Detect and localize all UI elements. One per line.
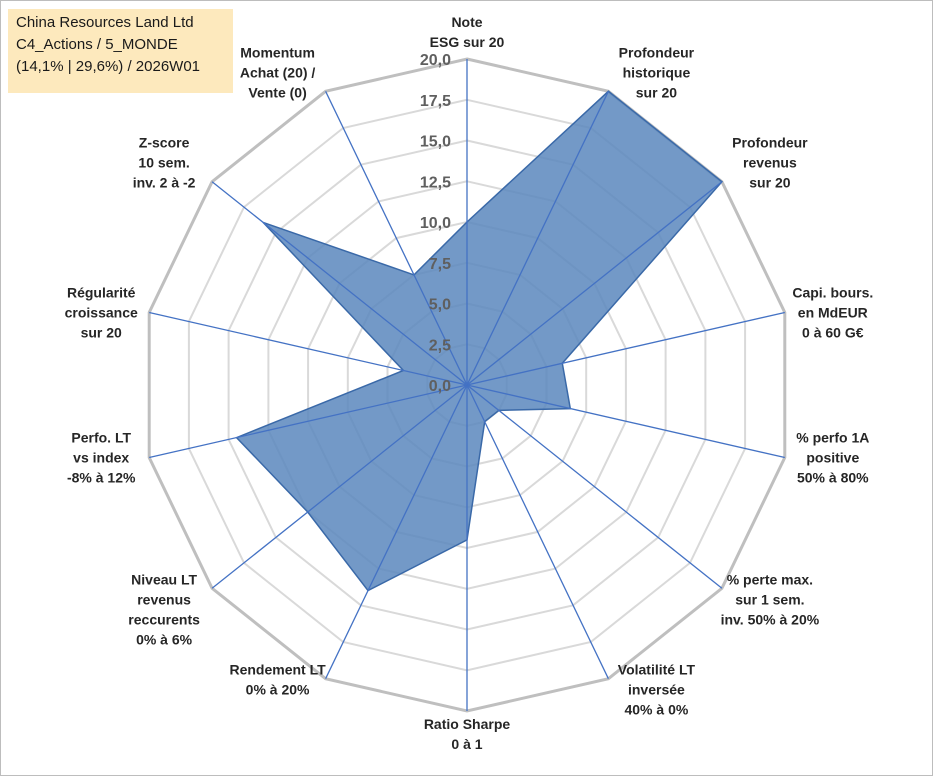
tick-label: 20,0 — [420, 52, 451, 69]
tick-label: 10,0 — [420, 215, 451, 232]
axis-line — [149, 384, 468, 459]
series-area — [235, 90, 723, 592]
axis-label: Note ESG sur 20 — [430, 14, 505, 50]
axis-label: Z-score 10 sem. inv. 2 à -2 — [133, 135, 196, 191]
axis-label: % perfo 1A positive 50% à 80% — [796, 430, 869, 486]
tick-label: 0,0 — [429, 378, 451, 395]
axis-line — [325, 91, 468, 386]
tick-label: 17,5 — [420, 93, 451, 110]
axis-label: Régularité croissance sur 20 — [65, 285, 138, 341]
title-company: China Resources Land Ltd — [16, 14, 194, 31]
axis-line — [466, 311, 785, 386]
axis-label: Profondeur historique sur 20 — [619, 44, 695, 100]
title-category: C4_Actions / 5_MONDE — [16, 36, 178, 53]
axis-label: Volatilité LT inversée 40% à 0% — [618, 662, 696, 718]
tick-labels: 0,0 2,5 5,0 7,5 10,0 12,5 15,0 17,5 20,0 — [420, 52, 451, 395]
tick-label: 5,0 — [429, 297, 451, 314]
axis-label: Momentum Achat (20) / Vente (0) — [240, 44, 316, 100]
axis-labels: Note ESG sur 20 Profondeur historique sur 20… — [65, 14, 874, 752]
axis-label: Niveau LT revenus reccurents 0% à 6% — [128, 571, 200, 647]
title-box: China Resources Land Ltd C4_Actions / 5_… — [8, 9, 233, 93]
axis-line — [466, 384, 609, 679]
axis-line — [211, 384, 468, 589]
radar-axes — [149, 59, 785, 711]
tick-label: 7,5 — [429, 256, 451, 273]
axis-line — [149, 311, 468, 386]
tick-label: 15,0 — [420, 134, 451, 151]
axis-label: Perfo. LT vs index -8% à 12% — [67, 430, 136, 486]
axis-line — [466, 91, 609, 386]
axis-line — [211, 181, 468, 386]
tick-label: 12,5 — [420, 174, 451, 191]
axis-label: Ratio Sharpe 0 à 1 — [424, 716, 511, 752]
axis-label: Rendement LT 0% à 20% — [229, 662, 326, 698]
axis-label: Capi. bours. en MdEUR 0 à 60 G€ — [792, 285, 873, 341]
data-series — [235, 90, 723, 592]
title-stats: (14,1% | 29,6%) / 2026W01 — [16, 58, 200, 75]
tick-label: 2,5 — [429, 337, 451, 354]
axis-line — [325, 384, 468, 679]
axis-line — [466, 181, 723, 386]
axis-line — [466, 384, 723, 589]
axis-label: Profondeur revenus sur 20 — [732, 135, 808, 191]
axis-line — [466, 384, 785, 459]
axis-label: % perte max. sur 1 sem. inv. 50% à 20% — [721, 571, 820, 627]
